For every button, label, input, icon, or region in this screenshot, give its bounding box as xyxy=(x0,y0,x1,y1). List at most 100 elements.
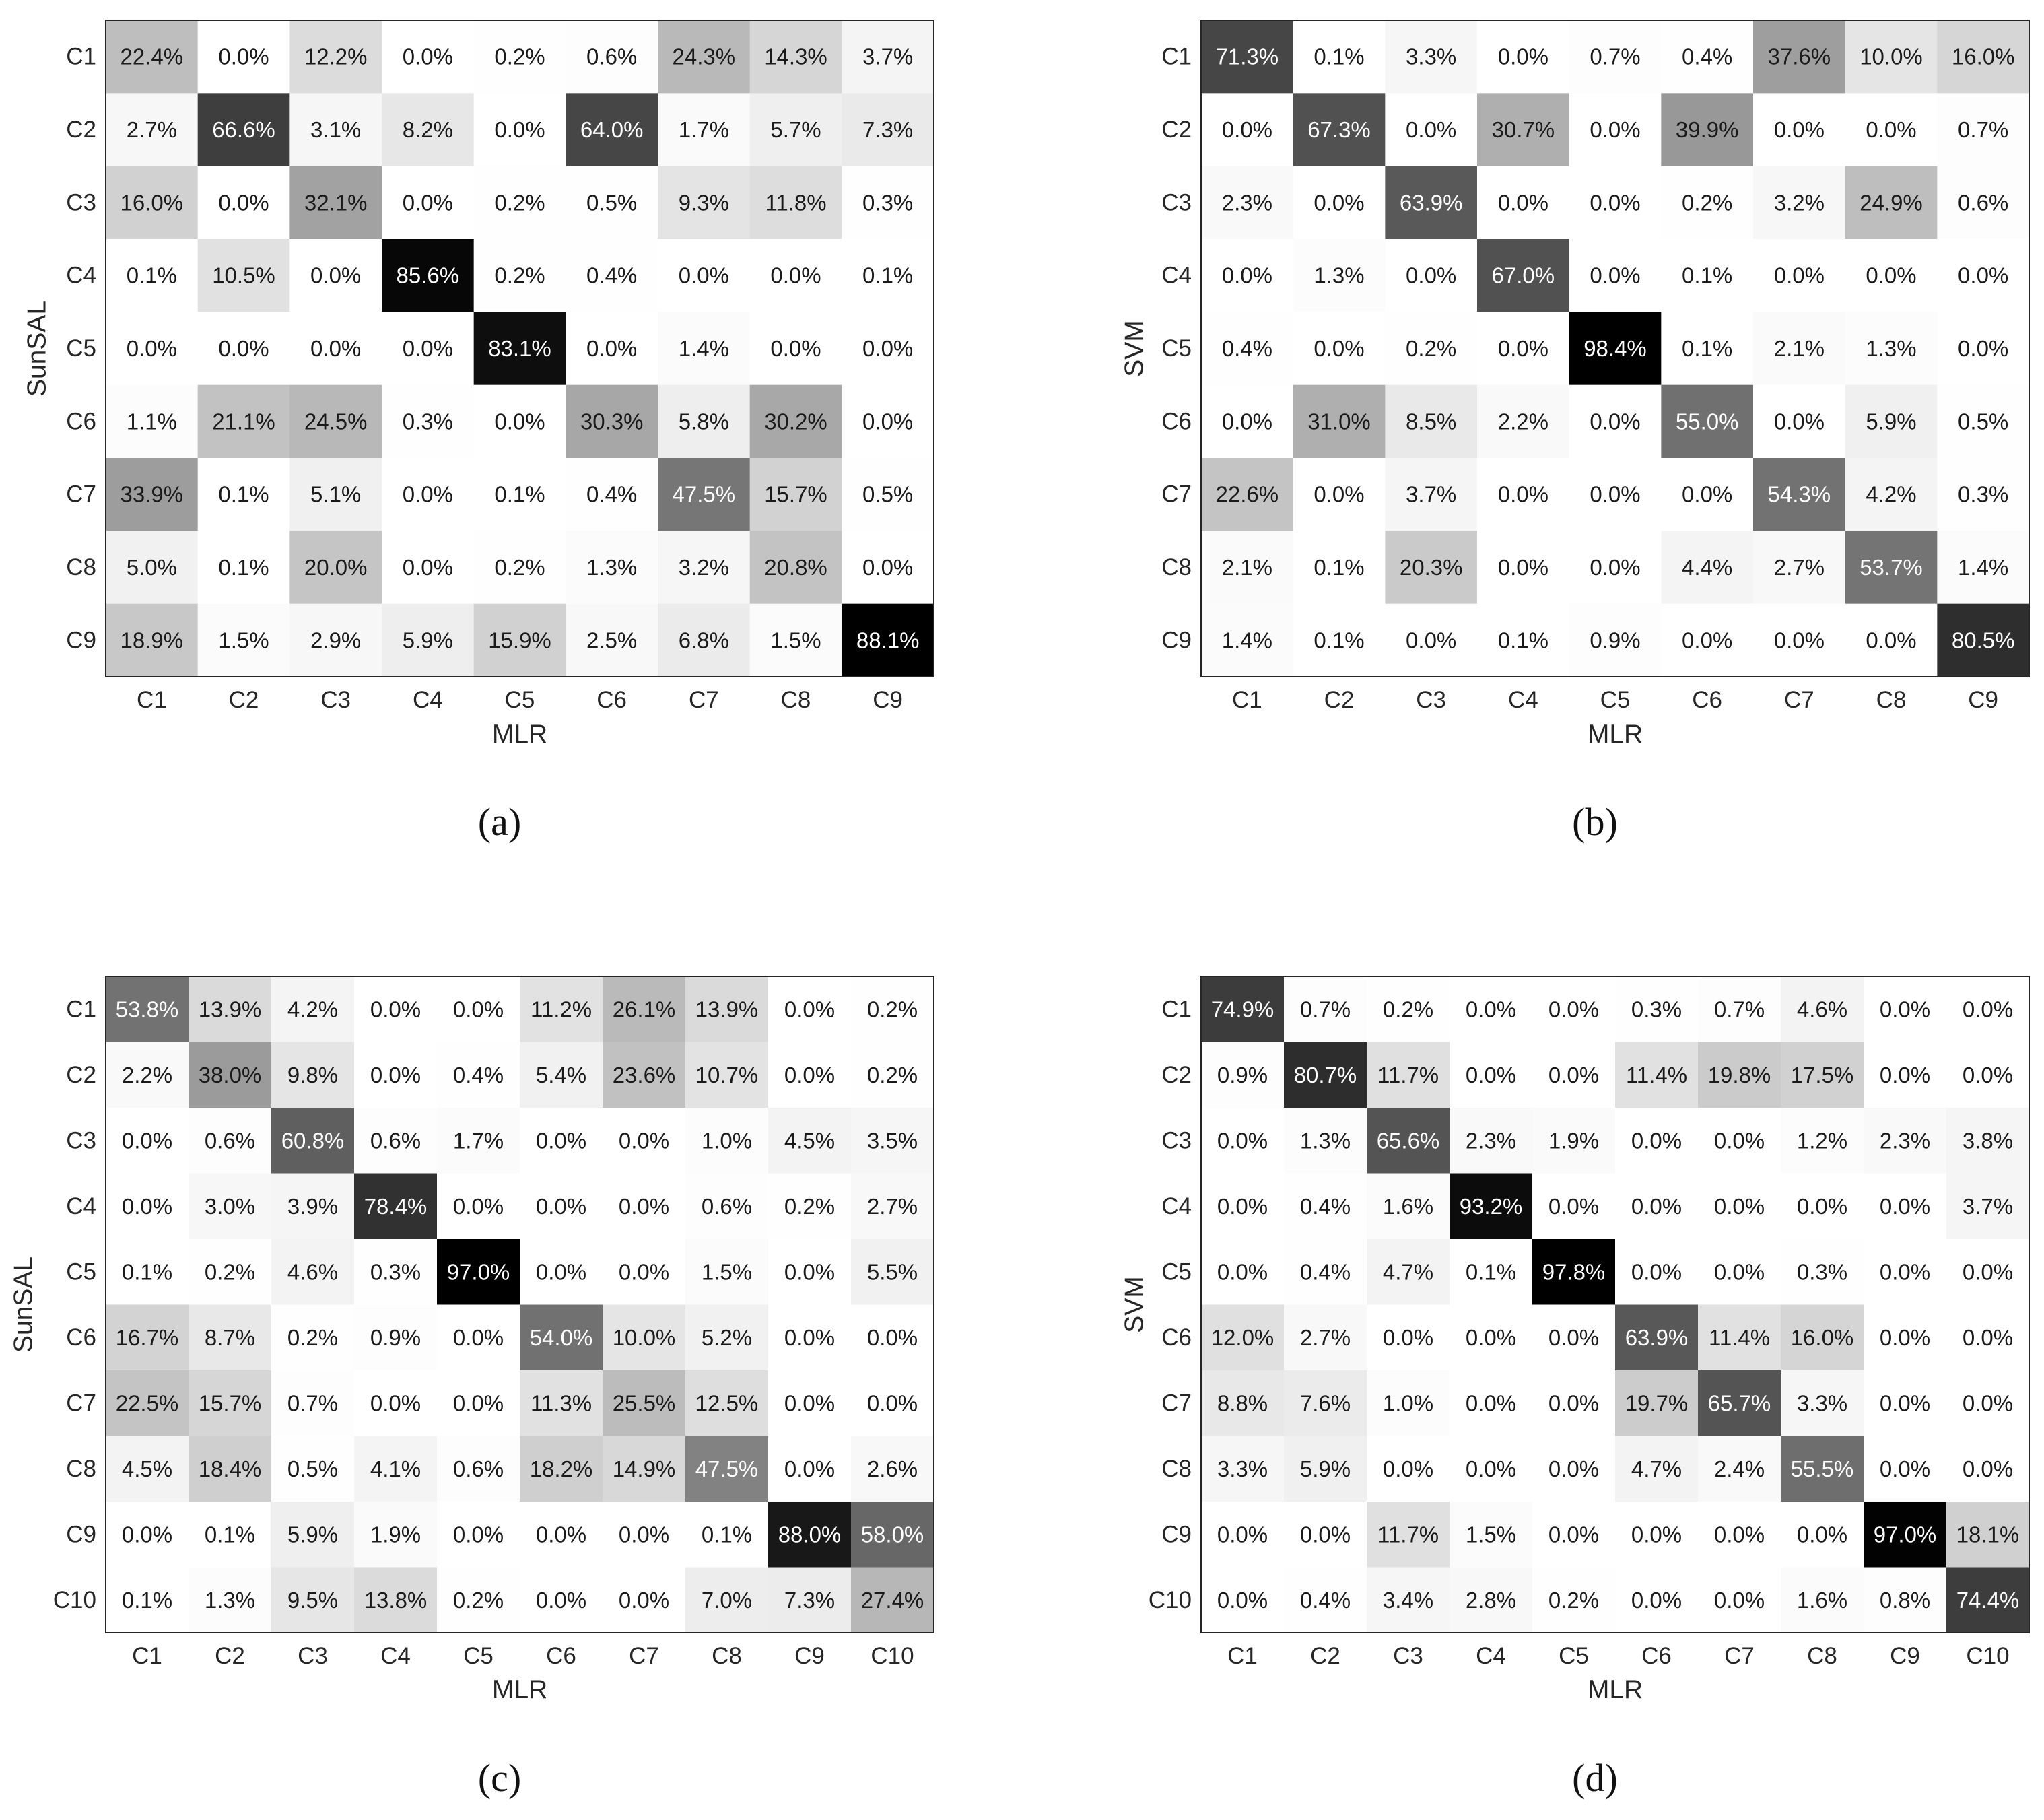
heatmap-cell xyxy=(473,312,566,386)
cell-value-label: 3.3% xyxy=(1217,1456,1268,1481)
heatmap-cell xyxy=(1753,166,1846,240)
heatmap-cell xyxy=(1661,166,1754,240)
heatmap-cell xyxy=(106,1108,189,1174)
heatmap-cell xyxy=(1661,531,1754,605)
x-tick-label: C8 xyxy=(712,1643,742,1669)
heatmap-cell xyxy=(1569,20,1662,94)
y-tick-label: C3 xyxy=(66,189,96,215)
heatmap-cell xyxy=(271,1042,355,1108)
y-axis-label: SVM xyxy=(1120,320,1149,377)
heatmap-cell xyxy=(1753,384,1846,459)
x-tick-label: C8 xyxy=(781,687,811,713)
cell-value-label: 0.0% xyxy=(1548,1063,1599,1087)
heatmap-cell xyxy=(1477,20,1570,94)
heatmap-cell xyxy=(473,531,566,605)
heatmap-cell xyxy=(1615,1108,1699,1174)
cell-value-label: 0.0% xyxy=(1590,555,1640,580)
cell-value-label: 0.0% xyxy=(1498,482,1548,507)
heatmap-cell xyxy=(1532,1436,1616,1502)
heatmap-cell xyxy=(437,1436,520,1502)
cell-value-label: 0.0% xyxy=(453,1522,504,1547)
heatmap-cell xyxy=(1864,1239,1947,1305)
cell-value-label: 0.0% xyxy=(1383,1325,1433,1350)
heatmap-cell xyxy=(437,1042,520,1108)
heatmap-cell xyxy=(437,1108,520,1174)
heatmap-cell xyxy=(1615,1370,1699,1436)
cell-value-label: 3.5% xyxy=(867,1128,918,1153)
confusion-matrix-panel-1: 22.4% 0.0% 12.2% 0.0% 0.2% 0.6% 24.3% 14.3% 3.7%… xyxy=(23,20,934,844)
heatmap-cell xyxy=(520,1304,603,1371)
heatmap-cell xyxy=(566,93,658,167)
cell-value-label: 0.4% xyxy=(1682,44,1732,69)
heatmap-cell xyxy=(1946,1436,2030,1502)
y-tick-label: C6 xyxy=(1161,408,1192,434)
cell-value-label: 1.9% xyxy=(370,1522,421,1547)
cell-value-label: 0.1% xyxy=(494,482,545,507)
cell-value-label: 0.0% xyxy=(867,1325,918,1350)
cell-value-label: 4.6% xyxy=(287,1259,338,1284)
heatmap-cell xyxy=(1201,1370,1285,1436)
heatmap-cell xyxy=(382,239,475,312)
heatmap-cell xyxy=(603,1042,686,1108)
y-tick-label: C9 xyxy=(66,627,96,653)
cell-value-label: 0.0% xyxy=(1466,1390,1516,1415)
cell-value-label: 1.4% xyxy=(1958,555,2008,580)
cell-value-label: 53.7% xyxy=(1860,555,1923,580)
heatmap-cell xyxy=(1201,1567,1285,1633)
y-tick-label: C9 xyxy=(66,1521,96,1547)
y-tick-label: C1 xyxy=(66,996,96,1022)
cell-value-label: 12.5% xyxy=(695,1390,759,1415)
cell-value-label: 55.0% xyxy=(1676,409,1739,434)
cell-value-label: 0.0% xyxy=(1774,263,1825,288)
cell-value-label: 2.8% xyxy=(1466,1588,1516,1613)
cell-value-label: 1.7% xyxy=(453,1128,504,1153)
heatmap-cell xyxy=(271,1239,355,1305)
cell-value-label: 0.0% xyxy=(1866,628,1916,652)
heatmap-cell xyxy=(1532,1042,1616,1108)
cell-value-label: 0.0% xyxy=(1714,1259,1765,1284)
heatmap-cell xyxy=(842,166,934,240)
panel-caption: (c) xyxy=(478,1756,521,1800)
cell-value-label: 14.3% xyxy=(764,44,827,69)
cell-value-label: 67.0% xyxy=(1492,263,1555,288)
heatmap-cell xyxy=(685,1304,769,1371)
heatmap-cell xyxy=(1385,20,1478,94)
heatmap-cell xyxy=(1569,166,1662,240)
cell-value-label: 1.5% xyxy=(702,1259,752,1284)
cell-value-label: 0.0% xyxy=(1548,1456,1599,1481)
heatmap-cell xyxy=(768,1108,852,1174)
heatmap-cell xyxy=(289,458,382,531)
heatmap-cell xyxy=(106,1304,189,1371)
cell-value-label: 0.0% xyxy=(1963,1456,2013,1481)
cell-value-label: 0.0% xyxy=(862,409,913,434)
heatmap-cell xyxy=(603,1304,686,1371)
cell-value-label: 5.4% xyxy=(536,1063,586,1087)
x-tick-label: C1 xyxy=(1227,1643,1258,1669)
heatmap-cell xyxy=(1385,239,1478,312)
cell-value-label: 4.6% xyxy=(1797,997,1847,1021)
cell-value-label: 54.0% xyxy=(530,1325,593,1350)
cell-value-label: 0.0% xyxy=(1631,1588,1682,1613)
heatmap-cell xyxy=(566,384,658,459)
cell-value-label: 0.0% xyxy=(784,997,835,1021)
cell-value-label: 0.7% xyxy=(1714,997,1765,1021)
cell-value-label: 32.1% xyxy=(304,190,368,215)
heatmap-cell xyxy=(289,239,382,312)
cell-value-label: 0.0% xyxy=(619,1588,669,1613)
heatmap-cell xyxy=(382,93,475,167)
cell-value-label: 11.4% xyxy=(1709,1325,1770,1350)
cell-value-label: 0.0% xyxy=(453,997,504,1021)
cell-value-label: 67.3% xyxy=(1307,117,1371,142)
heatmap-cell xyxy=(1753,458,1846,531)
heatmap-cell xyxy=(437,1239,520,1305)
heatmap-cell xyxy=(1201,1502,1285,1568)
heatmap-cell xyxy=(1937,384,2030,459)
heatmap-cell xyxy=(1450,1370,1533,1436)
heatmap-cell xyxy=(1661,20,1754,94)
x-tick-label: C6 xyxy=(597,687,627,713)
y-tick-label: C6 xyxy=(1161,1324,1192,1351)
heatmap-cell xyxy=(197,312,290,386)
cell-value-label: 0.0% xyxy=(1300,1522,1351,1547)
heatmap-cell xyxy=(1532,1108,1616,1174)
